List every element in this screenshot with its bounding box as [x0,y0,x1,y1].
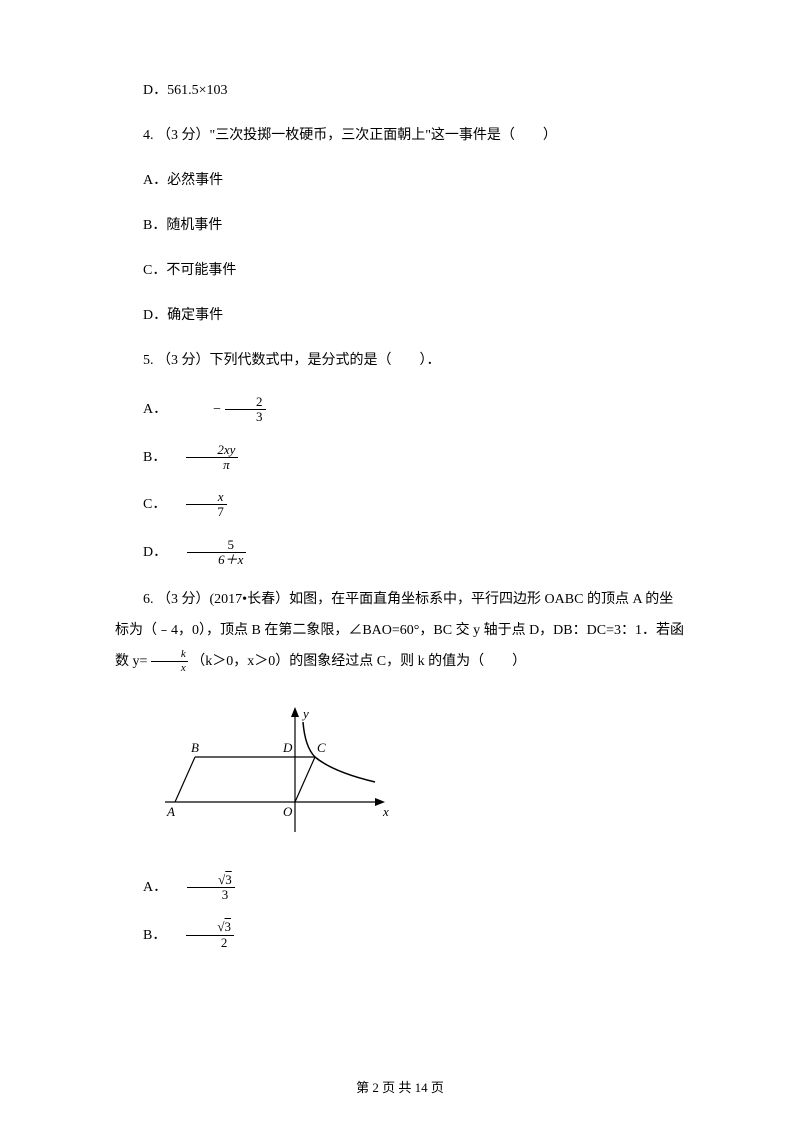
q3-option-d: D．561.5×103 [115,80,685,101]
q5-frac-a-num: 2 [225,395,266,410]
q5-option-c: C． x 7 [115,490,685,520]
q5-label-a: A． [115,399,167,420]
page-footer: 第 2 页 共 14 页 [0,1078,800,1098]
q6-sqrt-b: 3 [224,919,231,934]
q5-frac-d-num: 5 [187,538,246,553]
q6-stem-frac-den: x [151,662,188,674]
q5-label-b: B． [115,447,166,468]
q6-stem-frac: k x [151,649,188,674]
q6-frac-a-den: 3 [187,888,235,902]
q5-label-c: C． [115,494,166,515]
d-label: D [282,740,293,755]
q6-label-a: A． [115,877,167,898]
q6-diagram: y x O A B D C [165,702,685,849]
q5-stem: 5. （3 分）下列代数式中，是分式的是（ ）． [115,350,685,371]
q5-option-a: A． − 2 3 [115,395,685,425]
footer-middle: 页 共 [379,1080,415,1095]
coordinate-diagram: y x O A B D C [165,702,395,842]
q4-stem: 4. （3 分）"三次投掷一枚硬币，三次正面朝上"这一事件是（ ） [115,125,685,146]
c-label: C [317,740,326,755]
q5-frac-b-den: π [186,458,238,472]
o-label: O [283,804,293,819]
q4-option-d: D．确定事件 [115,305,685,326]
q5-frac-a: 2 3 [225,395,266,425]
b-label: B [191,740,199,755]
q6-label-b: B． [115,925,166,946]
q5-frac-c: x 7 [186,490,227,520]
q4-option-b: B．随机事件 [115,215,685,236]
line-co [295,757,315,802]
q6-option-b: B． √3 2 [115,920,685,950]
q4-option-a: A．必然事件 [115,170,685,191]
q5-frac-d: 5 6＋x [187,538,246,568]
q6-sqrt-a: 3 [225,872,232,887]
q6-frac-a: √3 3 [187,873,235,903]
q5-frac-b: 2xy π [186,443,238,473]
q6-frac-b-num: √3 [186,920,234,935]
y-label: y [301,706,309,721]
q5-frac-a-den: 3 [225,410,266,424]
q6-stem-frac-num: k [151,649,188,662]
q5-frac-c-den: 7 [186,505,227,519]
q6-option-a: A． √3 3 [115,873,685,903]
q6-frac-a-num: √3 [187,873,235,888]
q6-stem-part2: （k＞0，x＞0）的图象经过点 C，则 k 的值为（ ） [191,654,526,669]
q6-frac-b: √3 2 [186,920,234,950]
x-label: x [382,804,389,819]
line-ab [175,757,195,802]
footer-prefix: 第 [356,1080,372,1095]
q4-option-c: C．不可能事件 [115,260,685,281]
q5-option-d: D． 5 6＋x [115,538,685,568]
q5-neg-sign: − [185,399,221,420]
q5-frac-b-num: 2xy [186,443,238,458]
q5-label-d: D． [115,542,167,563]
q6-frac-b-den: 2 [186,936,234,950]
q5-frac-c-num: x [186,490,227,505]
q6-stem: 6. （3 分）(2017•长春）如图，在平面直角坐标系中，平行四边形 OABC… [115,585,685,677]
q5-option-b: B． 2xy π [115,443,685,473]
hyperbola [303,722,375,782]
a-label: A [166,804,175,819]
q5-frac-d-den: 6＋x [187,553,246,567]
footer-total: 14 [415,1080,428,1095]
footer-suffix: 页 [428,1080,444,1095]
y-arrow [291,707,299,717]
